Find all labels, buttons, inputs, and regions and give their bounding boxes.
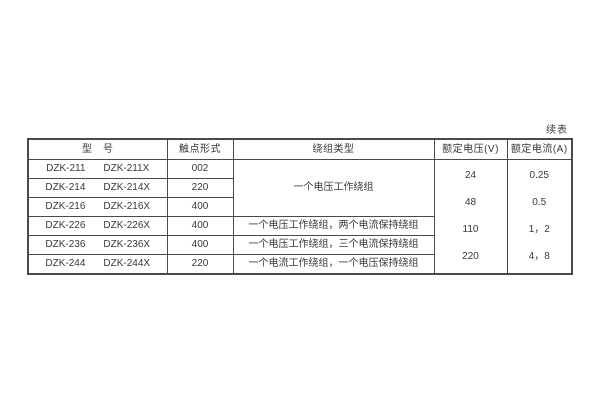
voltage-value: 110 xyxy=(462,224,479,236)
model-name: DZK-226X xyxy=(103,220,151,232)
model-name: DZK-236X xyxy=(103,239,151,251)
table-row: DZK-214 DZK-214X 220 xyxy=(27,178,572,198)
current-value: 1，2 xyxy=(528,224,550,236)
contact-form-cell: 400 xyxy=(166,216,234,236)
col-header-rated-voltage: 额定电压(V) xyxy=(433,138,508,160)
col-header-winding-type: 绕组类型 xyxy=(232,138,435,160)
voltage-value: 220 xyxy=(462,251,479,263)
model-name: DZK-211 xyxy=(46,163,86,175)
table-row: DZK-244 DZK-244X 220 一个电流工作绕组，一个电压保持绕组 xyxy=(27,254,572,275)
model-name: DZK-236 xyxy=(45,239,86,251)
winding-type-cell: 一个电流工作绕组，一个电压保持绕组 xyxy=(232,254,435,275)
model-name: DZK-244 xyxy=(45,258,86,270)
spec-table: 型 号 触点形式 绕组类型 额定电压(V) 额定电流(A) DZK-211 DZ… xyxy=(27,138,573,275)
model-name: DZK-244X xyxy=(103,258,151,270)
current-value: 4，8 xyxy=(528,251,550,263)
continued-table-label: 续表 xyxy=(546,125,568,136)
contact-form-cell: 400 xyxy=(166,235,234,255)
model-name: DZK-211X xyxy=(103,163,150,175)
current-value: 0.5 xyxy=(532,197,547,209)
winding-type-cell: 一个电压工作绕组，三个电流保持绕组 xyxy=(232,235,435,255)
current-value: 0.25 xyxy=(529,170,549,182)
col-header-model: 型 号 xyxy=(27,138,168,160)
rated-voltage-merged-cell: 24 48 110 220 xyxy=(433,159,508,275)
model-cell: DZK-216 DZK-216X xyxy=(27,197,168,217)
contact-form-cell: 002 xyxy=(166,159,234,179)
model-cell: DZK-244 DZK-244X xyxy=(27,254,168,275)
col-header-contact-form: 触点形式 xyxy=(166,138,234,160)
table-row: DZK-216 DZK-216X 400 xyxy=(27,197,572,217)
model-cell: DZK-236 DZK-236X xyxy=(27,235,168,255)
contact-form-cell: 220 xyxy=(166,254,234,275)
winding-type-merged-cell: 一个电压工作绕组 xyxy=(232,159,435,217)
model-name: DZK-214X xyxy=(103,182,151,194)
model-cell: DZK-226 DZK-226X xyxy=(27,216,168,236)
voltage-value: 24 xyxy=(464,170,477,182)
model-name: DZK-216 xyxy=(45,201,86,213)
contact-form-cell: 400 xyxy=(166,197,234,217)
winding-type-cell: 一个电压工作绕组，两个电流保持绕组 xyxy=(232,216,435,236)
voltage-value: 48 xyxy=(464,197,477,209)
col-header-rated-current: 额定电流(A) xyxy=(506,138,573,160)
contact-form-cell: 220 xyxy=(166,178,234,198)
model-name: DZK-226 xyxy=(45,220,86,232)
model-name: DZK-216X xyxy=(103,201,151,213)
table-row: DZK-211 DZK-211X 002 一个电压工作绕组 24 48 110 … xyxy=(27,159,573,275)
model-cell: DZK-211 DZK-211X xyxy=(27,159,168,179)
model-name: DZK-214 xyxy=(45,182,86,194)
header-row: 型 号 触点形式 绕组类型 额定电压(V) 额定电流(A) xyxy=(27,138,573,160)
table-row: DZK-236 DZK-236X 400 一个电压工作绕组，三个电流保持绕组 xyxy=(27,235,572,255)
model-cell: DZK-214 DZK-214X xyxy=(27,178,168,198)
rated-current-merged-cell: 0.25 0.5 1，2 4，8 xyxy=(506,159,573,275)
